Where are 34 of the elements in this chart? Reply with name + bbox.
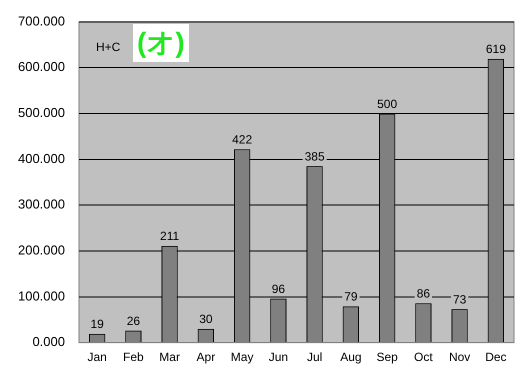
data-label: 385 — [304, 149, 325, 164]
x-tick-label: Dec — [485, 350, 507, 364]
y-tick-label: 600.000 — [18, 59, 65, 74]
data-label: 422 — [232, 132, 252, 147]
annotation: H+C — [96, 40, 120, 54]
x-tick-label: May — [230, 350, 254, 364]
y-tick-label: 300.000 — [18, 196, 65, 212]
data-label: 73 — [452, 292, 467, 306]
y-tick-label: 500.000 — [18, 105, 65, 120]
x-tick-label: Aug — [340, 350, 362, 364]
data-label: 86 — [416, 286, 430, 300]
data-label: 619 — [486, 42, 506, 56]
y-tick-label: 200.000 — [18, 242, 65, 258]
y-tick-label: 0.000 — [32, 334, 65, 350]
x-tick-label: Feb — [123, 350, 144, 364]
x-tick-label: Nov — [448, 350, 470, 364]
x-tick-label: Jun — [268, 350, 288, 364]
x-tick-label: Oct — [414, 350, 434, 364]
annotation: (オ) — [133, 24, 189, 62]
data-label: 500 — [377, 96, 398, 111]
x-tick-label: Mar — [159, 350, 180, 364]
data-label: 26 — [126, 314, 140, 328]
x-tick-label: Sep — [376, 350, 398, 364]
data-label: 79 — [344, 290, 358, 304]
x-tick-label: Jan — [87, 350, 107, 364]
x-tick-label: Apr — [196, 350, 216, 364]
x-tick-label: Jul — [306, 350, 322, 364]
y-tick-label: 100.000 — [18, 288, 65, 304]
data-label: 96 — [272, 282, 286, 296]
y-tick-label: 700.000 — [18, 13, 65, 28]
data-label: 19 — [90, 317, 104, 332]
y-tick-label: 400.000 — [18, 150, 65, 166]
data-label: 30 — [199, 312, 213, 326]
data-label: 211 — [160, 229, 180, 244]
